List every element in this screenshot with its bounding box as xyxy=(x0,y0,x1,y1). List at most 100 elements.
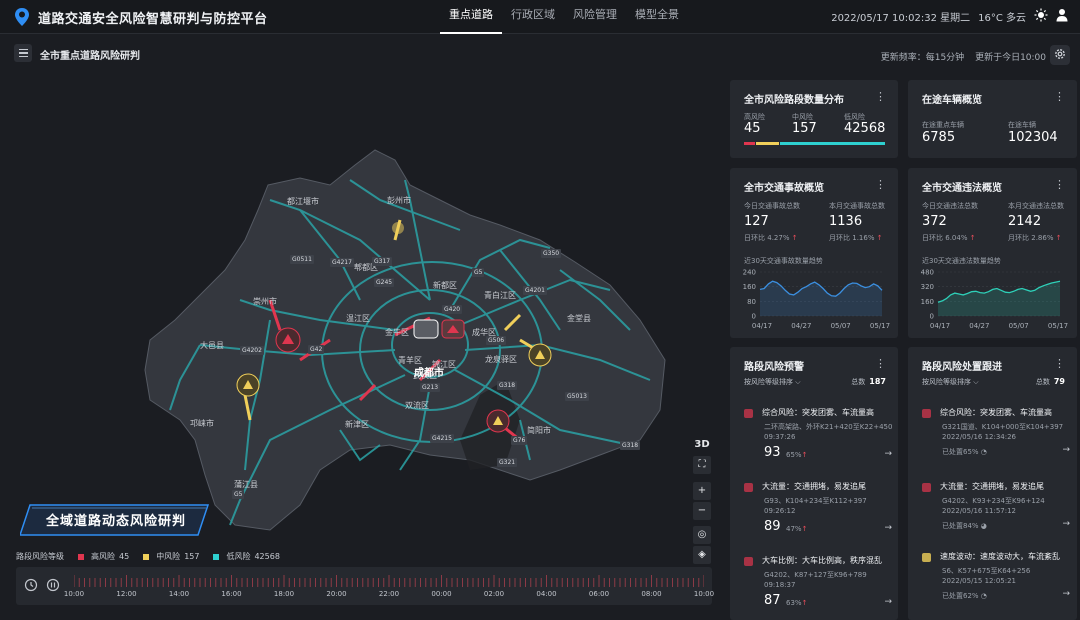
progress-ring-icon: ◔ xyxy=(980,448,987,456)
road-tag: G4217 xyxy=(330,258,354,267)
arrow-right-icon[interactable]: → xyxy=(884,449,892,459)
stat-value: 157 xyxy=(792,121,817,136)
chart-caption: 近30天交通事故数量趋势 xyxy=(744,257,823,265)
warning-item[interactable]: 大车比例：大车比例高，秩序混乱 G4202、K87+127至K96+789 09… xyxy=(744,555,892,617)
warning-item[interactable]: 综合风险：突发团雾、车流量高 二环高架路、外环K21+420至K22+450 0… xyxy=(744,407,892,471)
stat-label: 在途重点车辆 xyxy=(922,121,964,129)
more-icon[interactable]: ⋮ xyxy=(1054,90,1065,103)
locate-icon[interactable]: ◎ xyxy=(693,526,711,544)
arrow-right-icon[interactable]: → xyxy=(1062,519,1070,529)
zoom-in-button[interactable]: + xyxy=(693,482,711,500)
arrow-up-icon: ↑ xyxy=(1055,234,1062,242)
datetime: 2022/05/17 10:02:32 星期二 xyxy=(831,13,971,24)
disposal-item[interactable]: 速度波动：速度波动大，车流紊乱 S6、K57+675至K64+256 2022/… xyxy=(922,551,1070,615)
y-tick-label: 0 xyxy=(930,313,934,321)
warning-location: G4202、K87+127至K96+789 xyxy=(764,571,867,579)
status-text: 已处置84% xyxy=(942,522,979,530)
stat-value: 102304 xyxy=(1008,130,1058,145)
risk-disposal-card: 路段风险处置跟进 ⋮ 按风险等级排序 ⌵ 总数 79 综合风险：突发团雾、车流量高… xyxy=(908,347,1077,620)
timeline-label: 10:00 xyxy=(63,590,85,598)
arrow-right-icon[interactable]: → xyxy=(1062,589,1070,599)
banner-title: 全域道路动态风险研判 xyxy=(46,514,187,529)
warning-icon xyxy=(744,409,753,418)
risk-bar-low xyxy=(779,142,885,145)
road-tag: G318 xyxy=(497,381,518,390)
sun-icon[interactable] xyxy=(1034,8,1048,25)
zoom-out-button[interactable]: − xyxy=(693,502,711,520)
more-icon[interactable]: ⋮ xyxy=(875,357,886,370)
legend-label: 路段风险等级 xyxy=(16,552,64,561)
timeline-label: 12:00 xyxy=(116,590,137,598)
disposal-title: 大流量：交通拥堵，易发追尾 xyxy=(940,482,1044,491)
map-place-label: 郫都区 xyxy=(354,263,378,272)
warning-icon xyxy=(922,483,931,492)
road-tag: G245 xyxy=(374,278,395,287)
timeline-label: 18:00 xyxy=(273,590,295,598)
sort-dropdown[interactable]: 按风险等级排序 ⌵ xyxy=(744,377,801,387)
warning-item[interactable]: 大流量：交通拥堵，易发追尾 G93、K104+234至K112+397 09:2… xyxy=(744,481,892,545)
legend-name: 高风险 xyxy=(91,552,115,561)
toggle-3d-button[interactable]: 3D xyxy=(694,439,710,450)
pause-icon[interactable] xyxy=(46,578,60,595)
arrow-right-icon[interactable]: → xyxy=(884,597,892,607)
x-tick-label: 04/17 xyxy=(930,322,950,330)
map-view[interactable]: 都江堰市 彭州市 郫都区 崇州市 新都区 青白江区 温江区 大邑县 金堂县 成华… xyxy=(0,72,725,620)
tab-model-overview[interactable]: 模型全景 xyxy=(635,8,679,21)
percent-value: 47% xyxy=(786,525,802,533)
more-icon[interactable]: ⋮ xyxy=(875,178,886,191)
warning-icon xyxy=(922,409,931,418)
tab-admin-regions[interactable]: 行政区域 xyxy=(511,8,555,21)
road-tag: G5013 xyxy=(565,392,589,401)
more-icon[interactable]: ⋮ xyxy=(1054,357,1065,370)
settings-button[interactable] xyxy=(1050,45,1070,65)
banner-frame xyxy=(20,504,210,536)
time-slider[interactable]: 10:00 12:00 14:00 16:00 18:00 20:00 22:00 00:00… xyxy=(16,567,714,605)
legend-swatch-high xyxy=(78,553,84,560)
more-icon[interactable]: ⋮ xyxy=(875,90,886,103)
risk-percent: 63%↑ xyxy=(786,599,807,607)
tab-key-roads[interactable]: 重点道路 xyxy=(440,0,502,34)
stat-value: 45 xyxy=(744,121,761,136)
stat-value: 372 xyxy=(922,214,947,229)
warning-time: 09:37:26 xyxy=(764,433,796,441)
arrow-up-icon: ↑ xyxy=(791,234,798,242)
arrow-up-icon: ↑ xyxy=(801,599,808,607)
map-place-label: 新都区 xyxy=(433,281,457,290)
road-tag: G4201 xyxy=(523,286,547,295)
chevron-down-icon: ⌵ xyxy=(795,378,801,386)
status-text: 已处置62% xyxy=(942,592,979,600)
legend-value: 42568 xyxy=(254,552,280,561)
warning-title: 大车比例：大车比例高，秩序混乱 xyxy=(762,556,882,565)
arrow-up-icon: ↑ xyxy=(801,525,808,533)
stat-label: 今日交通违法总数 xyxy=(922,202,978,210)
fullscreen-icon[interactable]: ⛶ xyxy=(693,456,711,474)
change-value: 2.86% xyxy=(1031,234,1054,242)
user-icon[interactable] xyxy=(1056,8,1068,25)
disposal-item[interactable]: 综合风险：突发团雾、车流量高 G321国道、K104+000至K104+397 … xyxy=(922,407,1070,471)
risk-distribution-card: 全市风险路段数量分布 ⋮ 高风险 45 中风险 157 低风险 42568 xyxy=(730,80,898,158)
risk-bar-high xyxy=(744,142,756,145)
stat-change: 月环比 1.16% ↑ xyxy=(829,233,883,243)
y-tick-label: 160 xyxy=(743,283,756,291)
disposal-item[interactable]: 大流量：交通拥堵，易发追尾 G4202、K93+234至K96+124 2022… xyxy=(922,481,1070,545)
series-line xyxy=(759,280,883,297)
layers-icon[interactable]: ◈ xyxy=(693,546,711,564)
arrow-right-icon[interactable]: → xyxy=(884,523,892,533)
road-tag: G4215 xyxy=(430,434,454,443)
card-title: 路段风险处置跟进 xyxy=(922,362,1002,373)
x-tick-label: 05/07 xyxy=(1009,322,1029,330)
road-tag: G76 xyxy=(511,436,528,445)
change-label: 日环比 xyxy=(744,234,765,242)
more-icon[interactable]: ⋮ xyxy=(1054,178,1065,191)
timeline-label: 06:00 xyxy=(588,590,610,598)
menu-button[interactable] xyxy=(14,44,32,62)
stat-value: 1136 xyxy=(829,214,863,229)
legend-swatch-low xyxy=(213,553,220,560)
disposal-time: 2022/05/15 12:05:21 xyxy=(942,577,1017,585)
history-icon[interactable] xyxy=(24,578,38,595)
arrow-right-icon[interactable]: → xyxy=(1062,445,1070,455)
gear-icon xyxy=(1054,48,1066,63)
tab-risk-management[interactable]: 风险管理 xyxy=(573,8,617,21)
sort-dropdown[interactable]: 按风险等级排序 ⌵ xyxy=(922,377,979,387)
disposal-title: 综合风险：突发团雾、车流量高 xyxy=(940,408,1052,417)
